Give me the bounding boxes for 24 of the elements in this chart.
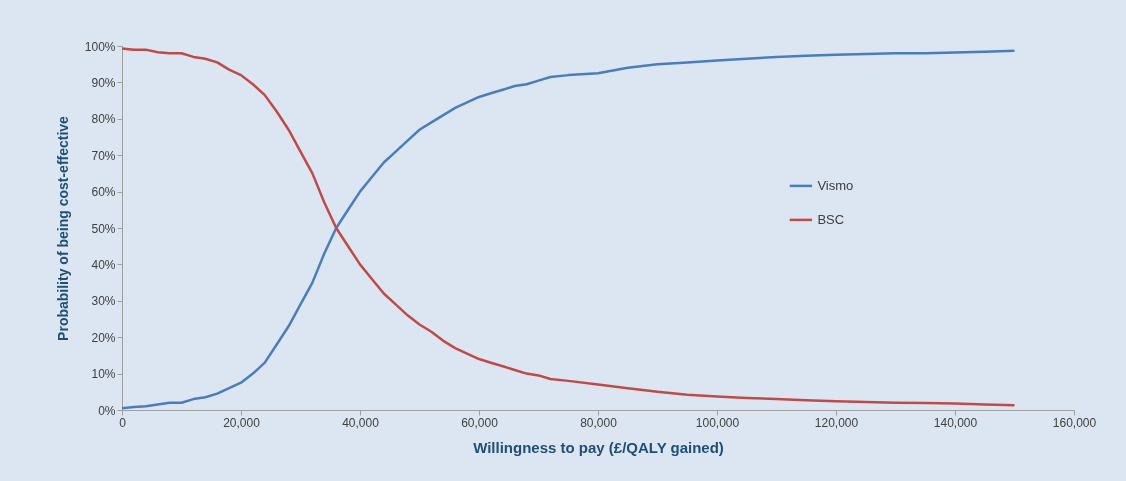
x-tick-label: 80,000	[580, 415, 618, 430]
y-tick-label: 40%	[91, 257, 116, 272]
x-tick-label: 40,000	[342, 415, 380, 430]
y-tick-label: 30%	[91, 294, 116, 309]
y-tick-label: 50%	[91, 221, 116, 236]
y-tick-label: 100%	[84, 39, 116, 54]
x-tick-label: 20,000	[223, 415, 261, 430]
x-axis-title: Willingness to pay (£/QALY gained)	[473, 438, 724, 456]
y-tick-label: 20%	[91, 330, 116, 345]
x-tick-label: 100,000	[695, 415, 740, 430]
y-tick-label: 90%	[91, 75, 116, 90]
y-tick-label: 0%	[98, 403, 116, 418]
y-tick-label: 70%	[91, 148, 116, 163]
legend-label: BSC	[817, 211, 845, 227]
y-tick-label: 60%	[91, 185, 116, 200]
x-tick-label: 0	[119, 415, 127, 430]
y-tick-label: 80%	[91, 112, 116, 127]
x-tick-label: 160,000	[1052, 415, 1097, 430]
x-tick-label: 120,000	[814, 415, 859, 430]
legend-label: Vismo	[817, 177, 854, 193]
x-tick-label: 60,000	[461, 415, 499, 430]
x-tick-label: 140,000	[933, 415, 978, 430]
y-tick-label: 10%	[91, 367, 116, 382]
y-axis-title: Probability of being cost-effective	[54, 115, 71, 341]
